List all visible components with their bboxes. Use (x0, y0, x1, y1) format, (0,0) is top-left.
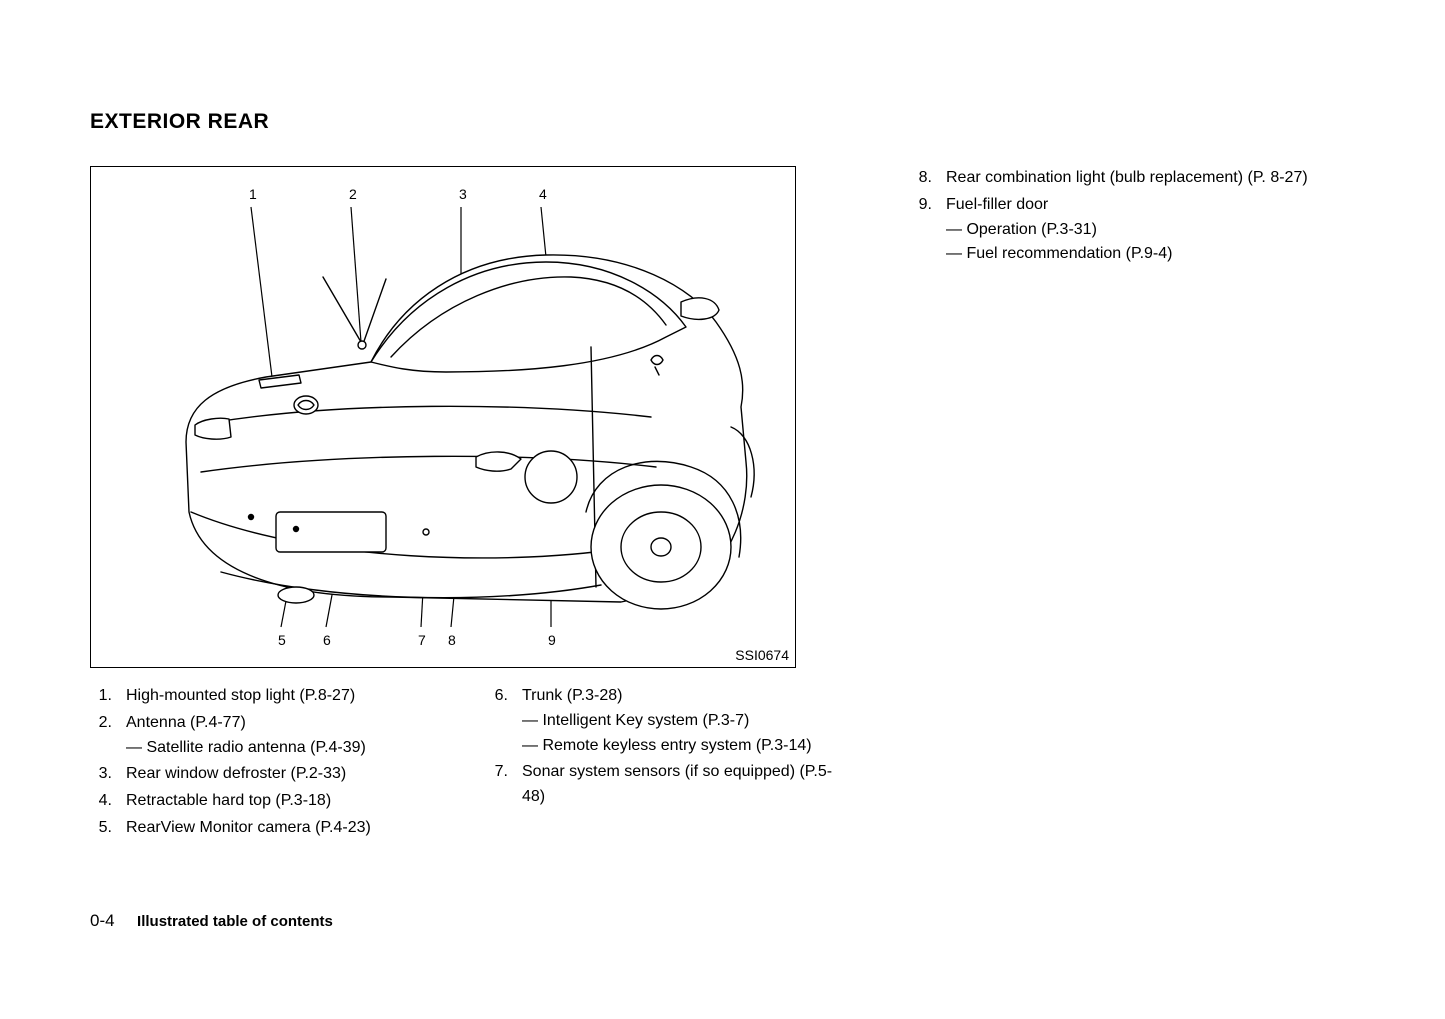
list-item-number: 2. (90, 711, 112, 761)
list-item-number: 6. (486, 684, 508, 758)
list-item-number: 8. (910, 166, 932, 191)
list-item-sub: Operation (P.3-31)Fuel recommendation (P… (946, 218, 1172, 268)
list-item-sub: Satellite radio antenna (P.4-39) (126, 736, 366, 761)
list-sub-item: Fuel recommendation (P.9-4) (946, 242, 1172, 267)
list-item: 3. Rear window defroster (P.2-33) (90, 762, 450, 787)
list-item-body: Rear window defroster (P.2-33) (126, 762, 346, 787)
list-item-text: RearView Monitor camera (P.4-23) (126, 816, 371, 841)
list-item: 8. Rear combination light (bulb replaceme… (910, 166, 1310, 191)
list-item: 6.Trunk (P.3-28)Intelligent Key system (… (486, 684, 846, 758)
list-item-text: Sonar system sensors (if so equipped) (P… (522, 760, 846, 810)
callout-bot-7: 7 (418, 632, 426, 648)
list-item-number: 9. (910, 193, 932, 267)
list-item: 4. Retractable hard top (P.3-18) (90, 789, 450, 814)
callout-top-1: 1 (249, 186, 257, 202)
list-item-text: Trunk (P.3-28) (522, 684, 812, 709)
callout-bot-8: 8 (448, 632, 456, 648)
vehicle-diagram: 1 2 3 4 5 6 7 8 9 (90, 166, 796, 668)
list-item-body: Fuel-filler doorOperation (P.3-31)Fuel r… (946, 193, 1172, 267)
callout-bot-6: 6 (323, 632, 331, 648)
footer-section: Illustrated table of contents (137, 913, 333, 930)
list-item-body: Sonar system sensors (if so equipped) (P… (522, 760, 846, 810)
callout-bot-9: 9 (548, 632, 556, 648)
callout-top-3: 3 (459, 186, 467, 202)
left-column: 1 2 3 4 5 6 7 8 9 (90, 166, 850, 843)
list-item-number: 1. (90, 684, 112, 709)
list-item: 2. Antenna (P.4-77)Satellite radio antenn… (90, 711, 450, 761)
callout-col-3: 8. Rear combination light (bulb replaceme… (910, 166, 1310, 267)
callout-bot-5: 5 (278, 632, 286, 648)
list-item-number: 7. (486, 760, 508, 810)
list-item-number: 3. (90, 762, 112, 787)
list-item-number: 4. (90, 789, 112, 814)
list-item-text: High-mounted stop light (P.8-27) (126, 684, 355, 709)
callout-top-2: 2 (349, 186, 357, 202)
list-sub-item: Intelligent Key system (P.3-7) (522, 709, 812, 734)
list-item-number: 5. (90, 816, 112, 841)
section-title: EXTERIOR REAR (90, 110, 1355, 134)
page-number: 0-4 (90, 911, 115, 930)
content-row: 1 2 3 4 5 6 7 8 9 (90, 166, 1355, 843)
figure-id: SSI0674 (735, 647, 789, 663)
callout-col-1: 1. High-mounted stop light (P.8-27) 2. Ante… (90, 684, 450, 841)
list-item-text: Fuel-filler door (946, 193, 1172, 218)
list-item-text: Antenna (P.4-77) (126, 711, 366, 736)
list-item-body: Rear combination light (bulb replacement… (946, 166, 1308, 191)
callout-top-4: 4 (539, 186, 547, 202)
list-item: 9.Fuel-filler doorOperation (P.3-31)Fuel… (910, 193, 1310, 267)
list-sub-item: Remote keyless entry system (P.3-14) (522, 734, 812, 759)
right-column: 8. Rear combination light (bulb replaceme… (910, 166, 1310, 269)
list-item-body: Retractable hard top (P.3-18) (126, 789, 331, 814)
list-item-body: High-mounted stop light (P.8-27) (126, 684, 355, 709)
list-sub-item: Satellite radio antenna (P.4-39) (126, 736, 366, 761)
list-item-body: Antenna (P.4-77)Satellite radio antenna … (126, 711, 366, 761)
list-item: 5. RearView Monitor camera (P.4-23) (90, 816, 450, 841)
list-item-sub: Intelligent Key system (P.3-7)Remote key… (522, 709, 812, 759)
list-item-body: Trunk (P.3-28)Intelligent Key system (P.… (522, 684, 812, 758)
page-footer: 0-4 Illustrated table of contents (90, 911, 333, 931)
list-sub-item: Operation (P.3-31) (946, 218, 1172, 243)
list-item-text: Rear window defroster (P.2-33) (126, 762, 346, 787)
callout-lists: 1. High-mounted stop light (P.8-27) 2. Ante… (90, 684, 850, 843)
list-item-text: Retractable hard top (P.3-18) (126, 789, 331, 814)
list-item: 7. Sonar system sensors (if so equipped) … (486, 760, 846, 810)
list-item-text: Rear combination light (bulb replacement… (946, 166, 1308, 191)
callout-col-2: 6.Trunk (P.3-28)Intelligent Key system (… (486, 684, 846, 810)
list-item: 1. High-mounted stop light (P.8-27) (90, 684, 450, 709)
list-item-body: RearView Monitor camera (P.4-23) (126, 816, 371, 841)
